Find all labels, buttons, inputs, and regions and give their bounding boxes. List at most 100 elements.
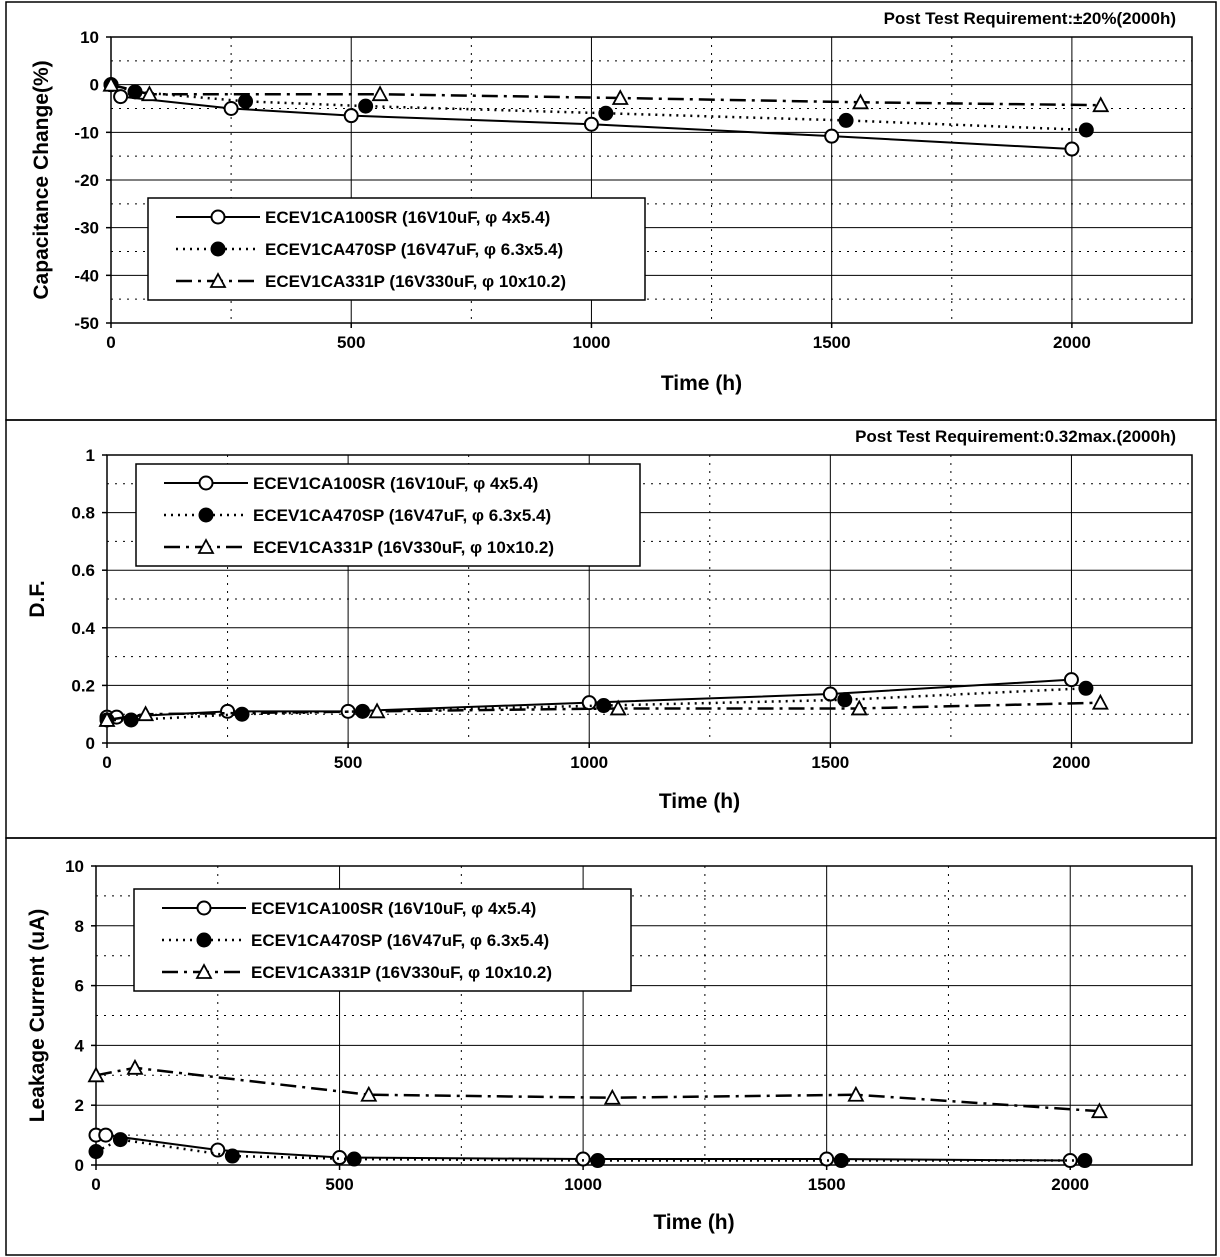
chart-panel-2: 1 0.8 0.6 0.4 0.2 00 500 1000 1500 2000 Time (h) D.… [5, 419, 1217, 839]
x-axis-label: Time (h) [661, 372, 742, 395]
series-2 [88, 1132, 1093, 1169]
y-tick-label: 6 [75, 977, 84, 996]
y-tick-label: 10 [65, 857, 84, 876]
open-circle-marker [1062, 1153, 1078, 1169]
y-tick-label: 8 [75, 917, 84, 936]
series-3 [87, 1058, 1108, 1119]
x-tick-label: 1500 [811, 753, 849, 772]
legend-entry-label: ECEV1CA331P (16V330uF, φ 10x10.2) [253, 538, 554, 557]
legend-entry-label: ECEV1CA331P (16V330uF, φ 10x10.2) [251, 963, 552, 982]
open-triangle-marker [851, 93, 870, 110]
x-tick-label: 1500 [813, 333, 851, 352]
x-tick-label: 500 [325, 1175, 353, 1194]
filled-circle-marker [238, 93, 254, 109]
legend: ECEV1CA100SR (16V10uF, φ 4x5.4) ECEV1CA47… [133, 888, 632, 992]
post-test-requirement-note: Post Test Requirement:0.32max.(2000h) [855, 427, 1176, 446]
y-axis-label: Leakage Current (uA) [26, 909, 49, 1123]
open-triangle-marker [1092, 96, 1110, 113]
open-circle-marker [575, 1151, 591, 1167]
y-tick-label: 0.2 [71, 676, 95, 695]
y-tick-label: 0 [90, 76, 99, 95]
x-tick-label: 0 [102, 753, 111, 772]
x-tick-label: 0 [106, 333, 115, 352]
post-test-requirement-note: Post Test Requirement:±20%(2000h) [884, 9, 1176, 28]
x-axis-label: Time (h) [653, 1211, 734, 1234]
y-tick-label: 0.6 [71, 561, 95, 580]
open-triangle-marker [195, 963, 213, 979]
y-tick-label: 0.4 [71, 619, 95, 638]
y-tick-label: -40 [74, 266, 99, 285]
plot-area-frame [106, 454, 1193, 744]
x-axis-label: Time (h) [659, 790, 740, 813]
filled-circle-marker [598, 105, 614, 121]
chart-panel-3: 10 8 6 4 2 00 500 1000 1500 2000 Time (h) Leakage C… [5, 837, 1217, 1256]
series-line [106, 701, 1101, 722]
y-tick-label: 4 [75, 1036, 85, 1055]
open-circle-marker [819, 1151, 835, 1167]
y-tick-label: -50 [74, 314, 99, 333]
open-triangle-marker [137, 705, 155, 722]
legend-entry-label: ECEV1CA100SR (16V10uF, φ 4x5.4) [253, 474, 538, 493]
x-tick-label: 1500 [808, 1175, 846, 1194]
series-line [95, 1066, 1100, 1113]
filled-circle-marker [224, 1148, 240, 1164]
x-tick-label: 1000 [573, 333, 611, 352]
open-circle-marker [220, 703, 236, 719]
open-circle-marker [343, 108, 359, 124]
open-circle-marker [223, 101, 239, 116]
legend-entry-label: ECEV1CA100SR (16V10uF, φ 4x5.4) [251, 899, 536, 918]
y-tick-label: 0 [86, 734, 95, 753]
legend-entry-label: ECEV1CA100SR (16V10uF, φ 4x5.4) [265, 208, 550, 227]
open-circle-marker [583, 116, 599, 132]
open-triangle-marker [140, 85, 158, 102]
open-triangle-marker [368, 702, 386, 719]
x-tick-label: 2000 [1053, 333, 1091, 352]
y-tick-label: -30 [74, 219, 99, 238]
legend-box [133, 888, 632, 992]
x-tick-label: 500 [337, 333, 365, 352]
open-circle-marker [332, 1150, 348, 1166]
filled-circle-marker [837, 692, 853, 708]
legend-box [147, 197, 646, 301]
x-tick-label: 0 [91, 1175, 100, 1194]
filled-circle-marker [1078, 122, 1094, 138]
open-triangle-marker [209, 272, 227, 288]
open-triangle-marker [611, 89, 629, 105]
open-circle-marker [581, 695, 597, 711]
filled-circle-marker [838, 112, 854, 128]
open-triangle-marker [360, 1085, 378, 1102]
y-tick-label: -20 [74, 171, 99, 190]
open-triangle-marker [847, 1085, 865, 1102]
x-tick-label: 1000 [564, 1175, 602, 1194]
filled-circle-marker [358, 98, 374, 114]
open-circle-marker [1064, 141, 1080, 157]
y-tick-label: 2 [75, 1096, 84, 1115]
open-triangle-marker [850, 699, 868, 716]
filled-circle-marker [210, 241, 226, 257]
series-3 [102, 75, 1110, 113]
open-circle-marker [98, 1127, 114, 1143]
legend-entry-label: ECEV1CA331P (16V330uF, φ 10x10.2) [265, 272, 566, 291]
panel-border [5, 837, 1217, 1256]
filled-circle-marker [346, 1151, 362, 1167]
x-tick-label: 2000 [1053, 753, 1091, 772]
filled-circle-marker [590, 1153, 606, 1169]
legend: ECEV1CA100SR (16V10uF, φ 4x5.4) ECEV1CA47… [147, 197, 646, 301]
filled-circle-marker [1077, 1153, 1093, 1169]
open-circle-marker [210, 1142, 226, 1158]
open-circle-marker [198, 475, 214, 491]
legend: ECEV1CA100SR (16V10uF, φ 4x5.4) ECEV1CA47… [135, 463, 641, 567]
open-circle-marker [824, 128, 840, 144]
open-triangle-marker [197, 538, 215, 554]
y-axis-label: D.F. [26, 580, 49, 617]
open-circle-marker [210, 209, 226, 225]
legend-entry-label: ECEV1CA470SP (16V47uF, φ 6.3x5.4) [253, 506, 551, 525]
legend-entry-label: ECEV1CA470SP (16V47uF, φ 6.3x5.4) [251, 931, 549, 950]
x-tick-label: 500 [334, 753, 362, 772]
open-triangle-marker [1090, 1102, 1108, 1119]
filled-circle-marker [88, 1144, 104, 1160]
series-1 [88, 1127, 1078, 1169]
legend-entry-label: ECEV1CA470SP (16V47uF, φ 6.3x5.4) [265, 240, 563, 259]
